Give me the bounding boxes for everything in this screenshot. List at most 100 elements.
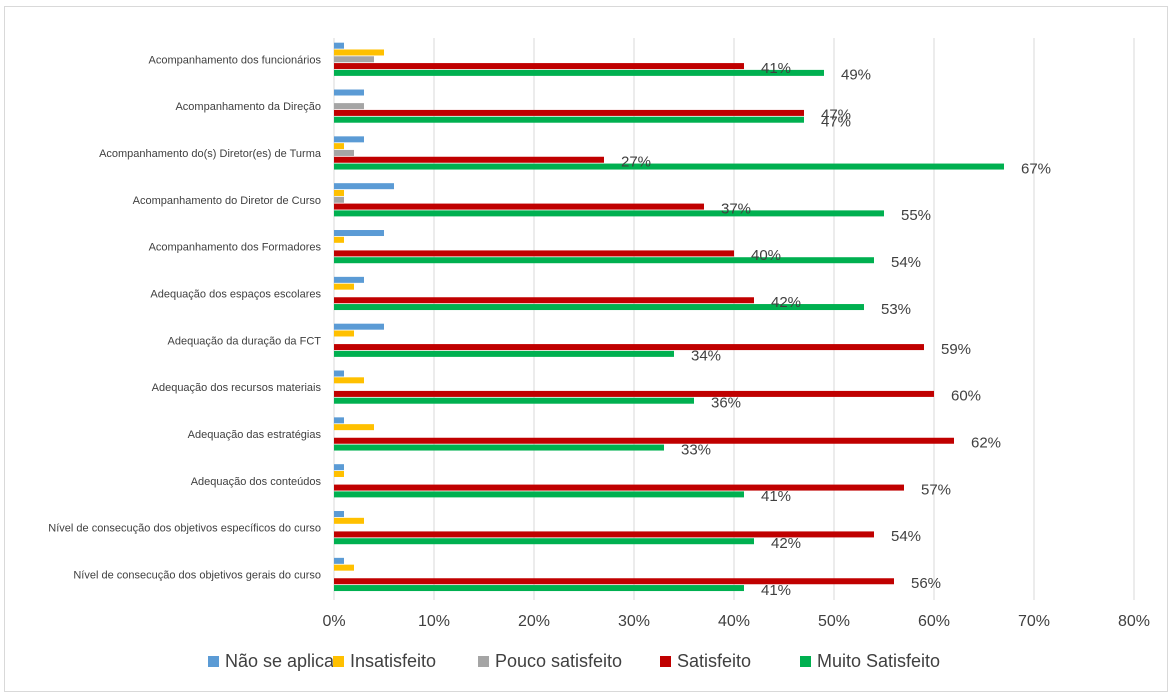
legend: Não se aplica Insatisfeito Pouco satisfeit…	[208, 651, 940, 671]
data-label: 40%	[751, 247, 781, 264]
bar	[334, 424, 374, 431]
x-tick-label: 60%	[918, 613, 950, 630]
bar	[334, 517, 364, 524]
data-label: 27%	[621, 154, 651, 171]
bar	[334, 63, 744, 70]
data-label: 33%	[681, 441, 711, 458]
data-label: 54%	[891, 528, 921, 545]
bar	[334, 189, 344, 196]
data-label: 41%	[761, 582, 791, 599]
data-label: 57%	[921, 481, 951, 498]
bar	[334, 350, 674, 357]
bar	[334, 484, 904, 491]
bars	[334, 42, 1004, 592]
data-label: 67%	[1021, 160, 1051, 177]
bar	[334, 377, 364, 384]
category-label: Adequação das estratégias	[188, 429, 322, 441]
bar	[334, 49, 384, 56]
bar	[334, 210, 884, 217]
bar	[334, 564, 354, 571]
gridlines	[333, 38, 1135, 600]
bar	[334, 283, 354, 290]
legend-swatch	[660, 656, 671, 667]
bar	[334, 370, 344, 377]
legend-swatch	[208, 656, 219, 667]
x-tick-label: 70%	[1018, 613, 1050, 630]
data-label: 37%	[721, 200, 751, 217]
bar	[334, 149, 354, 156]
legend-entry: Muito Satisfeito	[817, 651, 940, 671]
data-label: 60%	[951, 388, 981, 405]
x-tick-label: 20%	[518, 613, 550, 630]
data-label: 42%	[771, 535, 801, 552]
bar	[334, 538, 754, 545]
bar	[334, 297, 754, 304]
bar	[334, 56, 374, 63]
bar	[334, 42, 344, 49]
legend-swatch	[800, 656, 811, 667]
x-tick-label: 50%	[818, 613, 850, 630]
bar	[334, 344, 924, 351]
data-label: 42%	[771, 294, 801, 311]
x-tick-label: 10%	[418, 613, 450, 630]
bar	[334, 69, 824, 76]
bar	[334, 136, 364, 143]
data-label: 34%	[691, 348, 721, 365]
data-label: 62%	[971, 435, 1001, 452]
labels: 0% 10% 20% 30% 40% 50% 60% 70% 80% Acompanhamento…	[48, 54, 1150, 630]
category-label: Acompanhamento dos Formadores	[149, 242, 322, 254]
data-label: 49%	[841, 67, 871, 84]
category-label: Nível de consecução dos objetivos especí…	[48, 523, 321, 535]
bar	[334, 557, 344, 564]
bar	[334, 156, 604, 163]
bar	[334, 511, 344, 518]
legend-swatch	[333, 656, 344, 667]
data-label: 59%	[941, 341, 971, 358]
bar	[334, 257, 874, 264]
bar	[334, 397, 694, 404]
bar	[334, 230, 384, 237]
bar	[334, 109, 804, 116]
data-label: 41%	[761, 488, 791, 505]
bar	[334, 323, 384, 330]
category-label: Nível de consecução dos objetivos gerais…	[73, 570, 321, 582]
bar	[334, 417, 344, 424]
bar	[334, 437, 954, 444]
data-label: 41%	[761, 60, 791, 77]
bar	[334, 89, 364, 96]
bar	[334, 196, 344, 203]
bar	[334, 390, 934, 397]
bar	[334, 163, 1004, 170]
x-tick-label: 0%	[322, 613, 345, 630]
x-tick-label: 40%	[718, 613, 750, 630]
bar	[334, 304, 864, 311]
category-label: Acompanhamento dos funcionários	[149, 54, 322, 66]
data-label: 54%	[891, 254, 921, 271]
category-label: Acompanhamento do(s) Diretor(es) de Turm…	[99, 148, 322, 160]
legend-entry: Satisfeito	[677, 651, 751, 671]
data-label: 56%	[911, 575, 941, 592]
x-tick-label: 80%	[1118, 613, 1150, 630]
legend-swatch	[478, 656, 489, 667]
legend-entry: Insatisfeito	[350, 651, 436, 671]
category-label: Acompanhamento da Direção	[175, 101, 321, 113]
bar	[334, 250, 734, 257]
bar	[334, 276, 364, 283]
data-label: 53%	[881, 301, 911, 318]
category-label: Adequação dos conteúdos	[191, 476, 322, 488]
bar	[334, 531, 874, 538]
bar	[334, 143, 344, 150]
category-label: Acompanhamento do Diretor de Curso	[133, 195, 321, 207]
bar	[334, 578, 894, 585]
legend-entry: Não se aplica	[225, 651, 335, 671]
bar	[334, 585, 744, 592]
legend-entry: Pouco satisfeito	[495, 651, 622, 671]
category-label: Adequação dos recursos materiais	[152, 382, 322, 394]
bar	[334, 183, 394, 190]
category-label: Adequação dos espaços escolares	[150, 289, 321, 301]
data-label: 36%	[711, 395, 741, 412]
bar	[334, 470, 344, 477]
bar	[334, 103, 364, 110]
bar	[334, 236, 344, 243]
